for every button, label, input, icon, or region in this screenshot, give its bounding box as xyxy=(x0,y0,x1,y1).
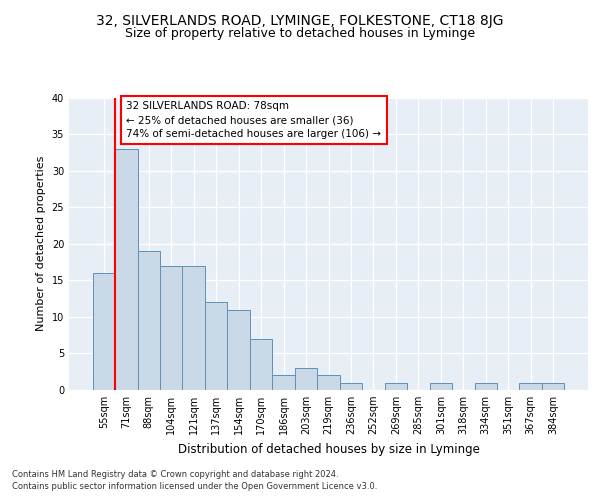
Bar xyxy=(205,302,227,390)
Text: Size of property relative to detached houses in Lyminge: Size of property relative to detached ho… xyxy=(125,28,475,40)
Bar xyxy=(295,368,317,390)
X-axis label: Distribution of detached houses by size in Lyminge: Distribution of detached houses by size … xyxy=(178,442,479,456)
Bar xyxy=(92,273,115,390)
Bar xyxy=(115,148,137,390)
Bar xyxy=(182,266,205,390)
Bar xyxy=(542,382,565,390)
Bar xyxy=(227,310,250,390)
Bar xyxy=(430,382,452,390)
Bar xyxy=(340,382,362,390)
Bar xyxy=(250,339,272,390)
Bar xyxy=(520,382,542,390)
Text: Contains HM Land Registry data © Crown copyright and database right 2024.: Contains HM Land Registry data © Crown c… xyxy=(12,470,338,479)
Bar xyxy=(272,376,295,390)
Y-axis label: Number of detached properties: Number of detached properties xyxy=(36,156,46,332)
Bar xyxy=(160,266,182,390)
Bar xyxy=(475,382,497,390)
Text: 32 SILVERLANDS ROAD: 78sqm
← 25% of detached houses are smaller (36)
74% of semi: 32 SILVERLANDS ROAD: 78sqm ← 25% of deta… xyxy=(126,101,381,139)
Text: Contains public sector information licensed under the Open Government Licence v3: Contains public sector information licen… xyxy=(12,482,377,491)
Bar xyxy=(137,251,160,390)
Bar xyxy=(385,382,407,390)
Bar xyxy=(317,376,340,390)
Text: 32, SILVERLANDS ROAD, LYMINGE, FOLKESTONE, CT18 8JG: 32, SILVERLANDS ROAD, LYMINGE, FOLKESTON… xyxy=(96,14,504,28)
